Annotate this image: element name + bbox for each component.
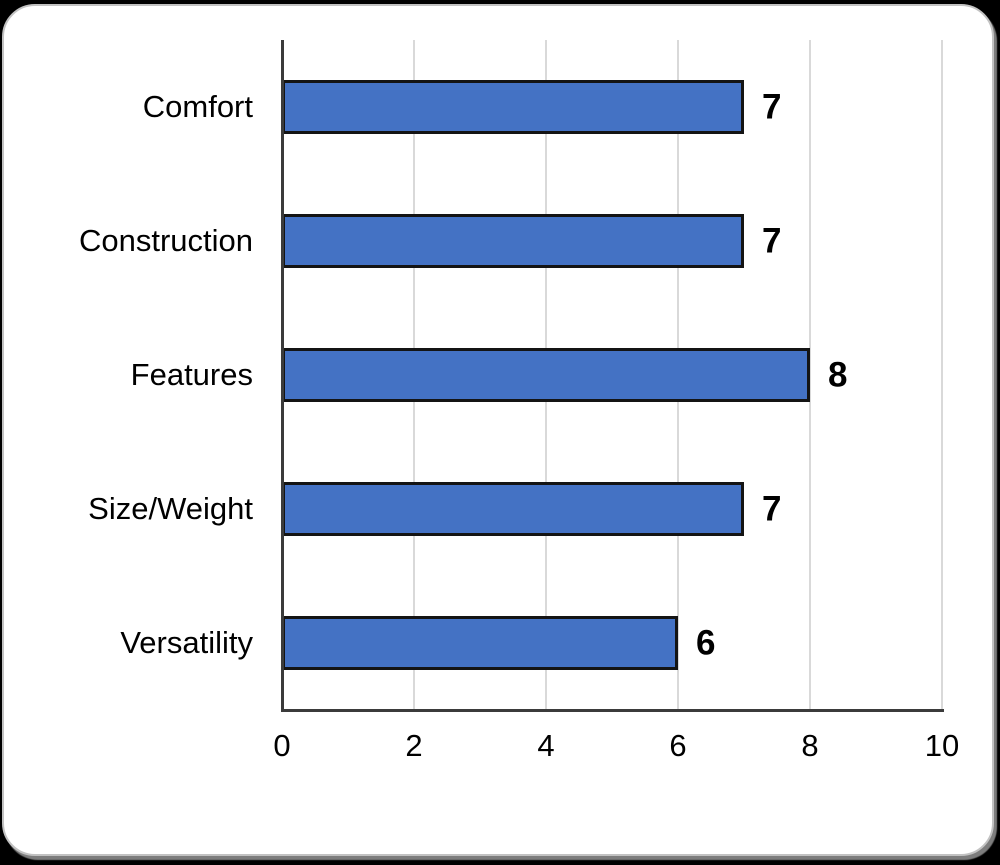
x-tick-label-6: 6 (669, 728, 687, 763)
plot-area: 7 7 8 7 6 (281, 40, 944, 712)
category-label-construction: Construction (78, 222, 253, 258)
chart-card (2, 4, 994, 856)
x-tick-label-10: 10 (924, 728, 960, 763)
x-tick-label-0: 0 (273, 728, 291, 763)
data-label-features: 8 (828, 355, 848, 395)
bar-versatility (282, 616, 678, 670)
category-label-versatility: Versatility (120, 624, 253, 660)
category-label-comfort: Comfort (142, 88, 253, 124)
category-label-size-weight: Size/Weight (88, 490, 253, 526)
bar-features (282, 348, 810, 402)
x-axis-line (281, 709, 944, 712)
x-tick-label-8: 8 (801, 728, 819, 763)
bar-comfort (282, 80, 744, 134)
x-tick-label-4: 4 (537, 728, 555, 763)
gridline-x-10 (941, 40, 943, 710)
bar-construction (282, 214, 744, 268)
y-axis-line (281, 40, 284, 710)
data-label-size-weight: 7 (762, 489, 782, 529)
category-label-features: Features (130, 356, 253, 392)
bar-size-weight (282, 482, 744, 536)
gridline-x-8 (809, 40, 811, 710)
data-label-versatility: 6 (696, 623, 716, 663)
x-tick-label-2: 2 (405, 728, 423, 763)
data-label-construction: 7 (762, 221, 782, 261)
data-label-comfort: 7 (762, 87, 782, 127)
